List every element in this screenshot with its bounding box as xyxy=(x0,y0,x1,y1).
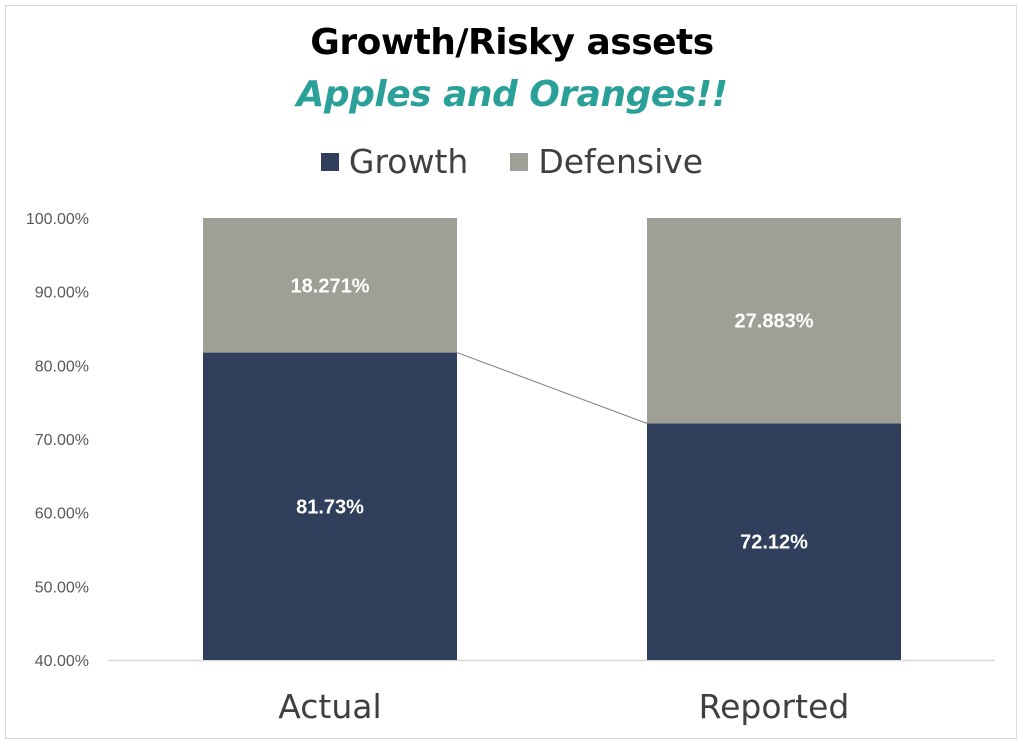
legend-label-growth: Growth xyxy=(348,142,469,181)
legend-swatch-defensive xyxy=(510,152,529,171)
legend-entry-defensive: Defensive xyxy=(510,142,703,181)
x-category-label: Actual xyxy=(278,687,381,726)
data-label-growth-reported: 72.12% xyxy=(740,532,808,554)
data-label-growth-actual: 81.73% xyxy=(296,496,364,518)
chart-subtitle: Apples and Oranges!! xyxy=(296,74,728,115)
y-tick-label: 80.00% xyxy=(35,358,89,375)
bar-growth-reported xyxy=(647,423,901,660)
bar-growth-actual xyxy=(203,352,457,660)
legend-label-defensive: Defensive xyxy=(538,142,704,181)
series-line-growth xyxy=(456,352,648,424)
data-label-defensive-reported: 27.883% xyxy=(735,311,814,333)
legend-entry-growth: Growth xyxy=(320,142,469,181)
data-label-defensive-actual: 18.271% xyxy=(291,275,370,297)
y-tick-label: 50.00% xyxy=(35,579,89,596)
legend-swatch-growth xyxy=(320,152,339,171)
bar-defensive-reported xyxy=(647,218,901,424)
bar-defensive-actual xyxy=(203,218,457,353)
chart-title: Growth/Risky assets xyxy=(310,22,714,63)
y-tick-label: 70.00% xyxy=(35,432,89,449)
y-tick-label: 60.00% xyxy=(35,506,89,523)
chart-legend: Growth Defensive xyxy=(0,142,1024,181)
y-tick-label: 90.00% xyxy=(35,285,89,302)
y-tick-label: 100.00% xyxy=(26,211,89,228)
y-tick-label: 40.00% xyxy=(35,653,89,670)
x-category-label: Reported xyxy=(699,687,850,726)
